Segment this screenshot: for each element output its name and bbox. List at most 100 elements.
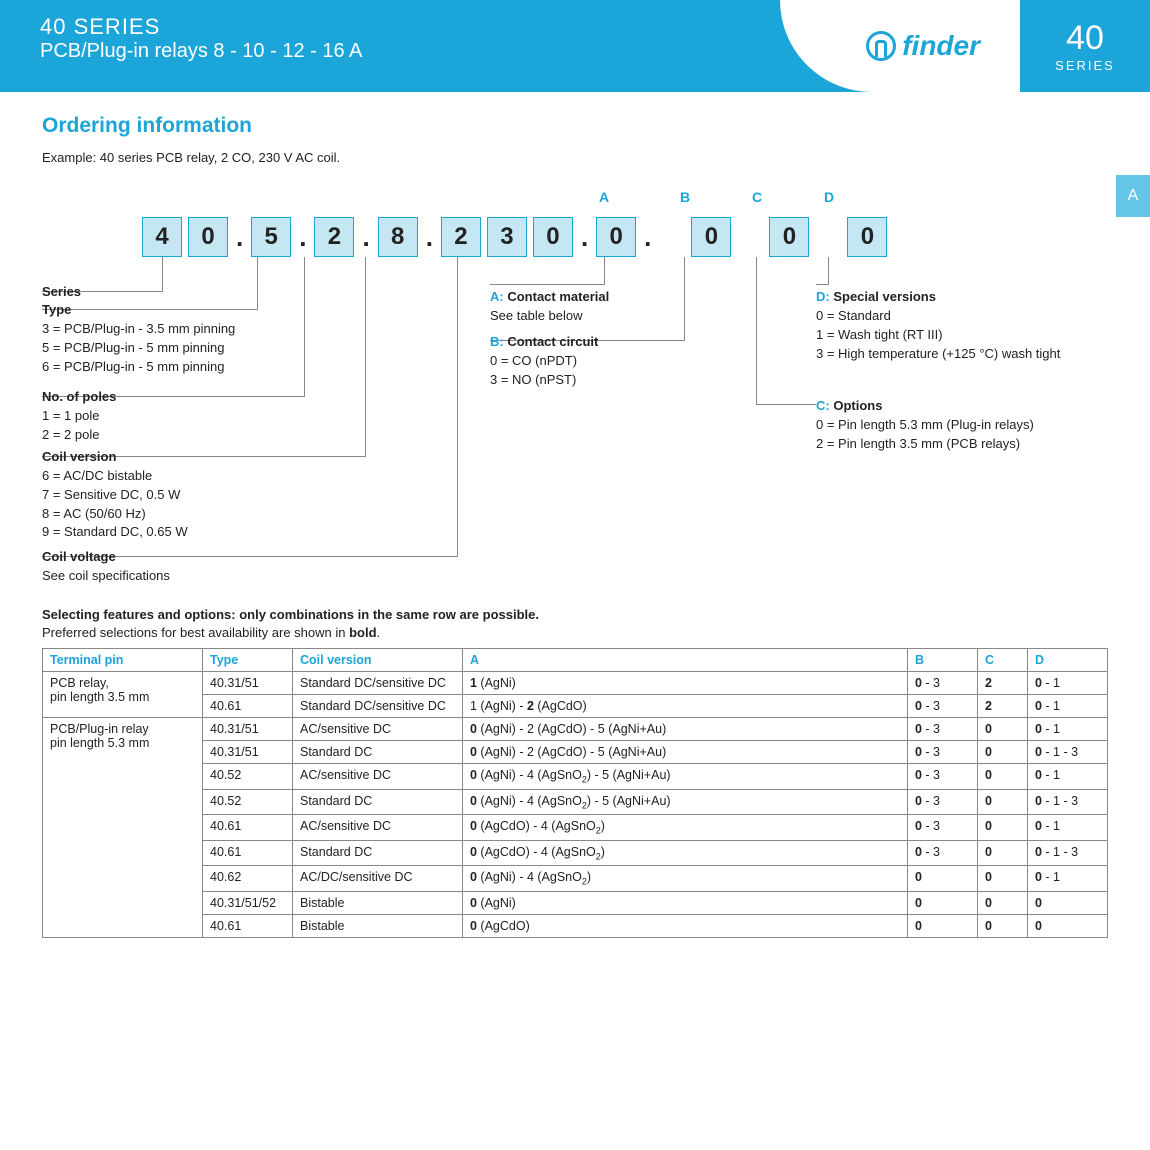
- cell: Standard DC: [293, 789, 463, 815]
- cell: 0 - 3: [908, 840, 978, 866]
- table-row: 40.52AC/sensitive DC0 (AgNi) - 4 (AgSnO2…: [43, 764, 1108, 790]
- cell: Standard DC/sensitive DC: [293, 672, 463, 695]
- cell: 0 - 1: [1028, 695, 1108, 718]
- table-body: PCB relay,pin length 3.5 mm40.31/51Stand…: [43, 672, 1108, 938]
- col-head-b: B: [680, 189, 690, 205]
- code-digit: 2: [441, 217, 481, 257]
- cell: AC/sensitive DC: [293, 764, 463, 790]
- table-row: 40.61Standard DC/sensitive DC1 (AgNi) - …: [43, 695, 1108, 718]
- code-digit: 0: [769, 217, 809, 257]
- line: [490, 284, 604, 285]
- selection-subtext: Preferred selections for best availabili…: [42, 625, 1108, 640]
- code-digit: 2: [314, 217, 354, 257]
- desc-series: Series: [42, 283, 81, 302]
- code-dot: .: [297, 222, 308, 253]
- cell: 0 (AgNi) - 4 (AgSnO2) - 5 (AgNi+Au): [463, 764, 908, 790]
- code-digit: 0: [596, 217, 636, 257]
- cell: 0: [978, 891, 1028, 914]
- table-row: 40.61Bistable0 (AgCdO)000: [43, 914, 1108, 937]
- code-digit: 4: [142, 217, 182, 257]
- cell: 40.61: [203, 695, 293, 718]
- side-tab-a: A: [1116, 175, 1150, 217]
- cell: 0: [908, 891, 978, 914]
- line: [684, 257, 685, 341]
- table-row: 40.61Standard DC0 (AgCdO) - 4 (AgSnO2)0 …: [43, 840, 1108, 866]
- table-col-header: A: [463, 649, 908, 672]
- corner-badge: 40 SERIES: [1020, 0, 1150, 92]
- line: [457, 257, 458, 557]
- code-digit: 5: [251, 217, 291, 257]
- code-dot: .: [579, 222, 590, 253]
- cell: 40.61: [203, 914, 293, 937]
- cell: 0: [978, 789, 1028, 815]
- code-dot: .: [234, 222, 245, 253]
- cell: 0 - 3: [908, 764, 978, 790]
- cell: 0: [978, 840, 1028, 866]
- code-digit: 0: [847, 217, 887, 257]
- cell: Standard DC: [293, 840, 463, 866]
- col-head-c: C: [752, 189, 762, 205]
- cell: 0: [978, 866, 1028, 892]
- cell: 0: [908, 866, 978, 892]
- code-dot: .: [424, 222, 435, 253]
- cell: 0 - 1: [1028, 672, 1108, 695]
- page-header: 40 SERIES PCB/Plug-in relays 8 - 10 - 12…: [0, 0, 1150, 92]
- cell: 0 - 1: [1028, 866, 1108, 892]
- section-title: Ordering information: [42, 114, 1108, 138]
- table-row: PCB relay,pin length 3.5 mm40.31/51Stand…: [43, 672, 1108, 695]
- cell: AC/sensitive DC: [293, 815, 463, 841]
- table-col-header: Coil version: [293, 649, 463, 672]
- line: [816, 284, 828, 285]
- cell: 0 (AgNi) - 4 (AgSnO2): [463, 866, 908, 892]
- cell: 0 - 1 - 3: [1028, 789, 1108, 815]
- ordering-diagram: A B C D 40.5.2.8.230.0.000 Series Type 3…: [42, 183, 1108, 603]
- options-table: Terminal pinTypeCoil versionABCD PCB rel…: [42, 648, 1108, 938]
- cell: 0: [978, 764, 1028, 790]
- table-row: 40.52Standard DC0 (AgNi) - 4 (AgSnO2) - …: [43, 789, 1108, 815]
- code-digit: 0: [533, 217, 573, 257]
- cell: 0 (AgCdO): [463, 914, 908, 937]
- line: [756, 257, 757, 405]
- example-text: Example: 40 series PCB relay, 2 CO, 230 …: [42, 150, 1108, 165]
- table-row: 40.31/51/52Bistable0 (AgNi)000: [43, 891, 1108, 914]
- cell: 40.52: [203, 789, 293, 815]
- main-content: Ordering information Example: 40 series …: [0, 92, 1150, 960]
- cell: 0 (AgNi) - 4 (AgSnO2) - 5 (AgNi+Au): [463, 789, 908, 815]
- table-col-header: D: [1028, 649, 1108, 672]
- cell: 0 - 1: [1028, 718, 1108, 741]
- code-digit: 0: [691, 217, 731, 257]
- line: [828, 257, 829, 285]
- cell: 40.31/51: [203, 672, 293, 695]
- code-digits-row: 40.5.2.8.230.0.000: [142, 217, 919, 257]
- cell: 0 (AgNi): [463, 891, 908, 914]
- cell-pin: PCB/Plug-in relaypin length 5.3 mm: [43, 718, 203, 938]
- cell: AC/sensitive DC: [293, 718, 463, 741]
- cell: Bistable: [293, 891, 463, 914]
- line: [304, 257, 305, 397]
- table-col-header: C: [978, 649, 1028, 672]
- cell: 40.31/51/52: [203, 891, 293, 914]
- cell: 40.62: [203, 866, 293, 892]
- table-row: PCB/Plug-in relaypin length 5.3 mm40.31/…: [43, 718, 1108, 741]
- cell: 0: [978, 741, 1028, 764]
- cell: Bistable: [293, 914, 463, 937]
- desc-special-versions: D: Special versions 0 = Standard1 = Wash…: [816, 288, 1086, 363]
- cell: 2: [978, 695, 1028, 718]
- cell: 2: [978, 672, 1028, 695]
- cell: 40.31/51: [203, 718, 293, 741]
- corner-label: SERIES: [1055, 58, 1115, 73]
- line: [365, 257, 366, 457]
- col-head-a: A: [599, 189, 609, 205]
- cell: 1 (AgNi): [463, 672, 908, 695]
- code-digit: 0: [188, 217, 228, 257]
- cell: 0: [978, 815, 1028, 841]
- code-dot: .: [642, 222, 653, 253]
- desc-contact-material: A: A: Contact materialContact material S…: [490, 288, 609, 326]
- code-digit: 3: [487, 217, 527, 257]
- cell: 0 (AgNi) - 2 (AgCdO) - 5 (AgNi+Au): [463, 718, 908, 741]
- cell: 0 - 1: [1028, 764, 1108, 790]
- desc-options: C: Options 0 = Pin length 5.3 mm (Plug-i…: [816, 397, 1086, 454]
- cell: 0 - 3: [908, 695, 978, 718]
- desc-coil-voltage: Coil voltage See coil specifications: [42, 548, 170, 586]
- selection-heading: Selecting features and options: only com…: [42, 607, 1108, 622]
